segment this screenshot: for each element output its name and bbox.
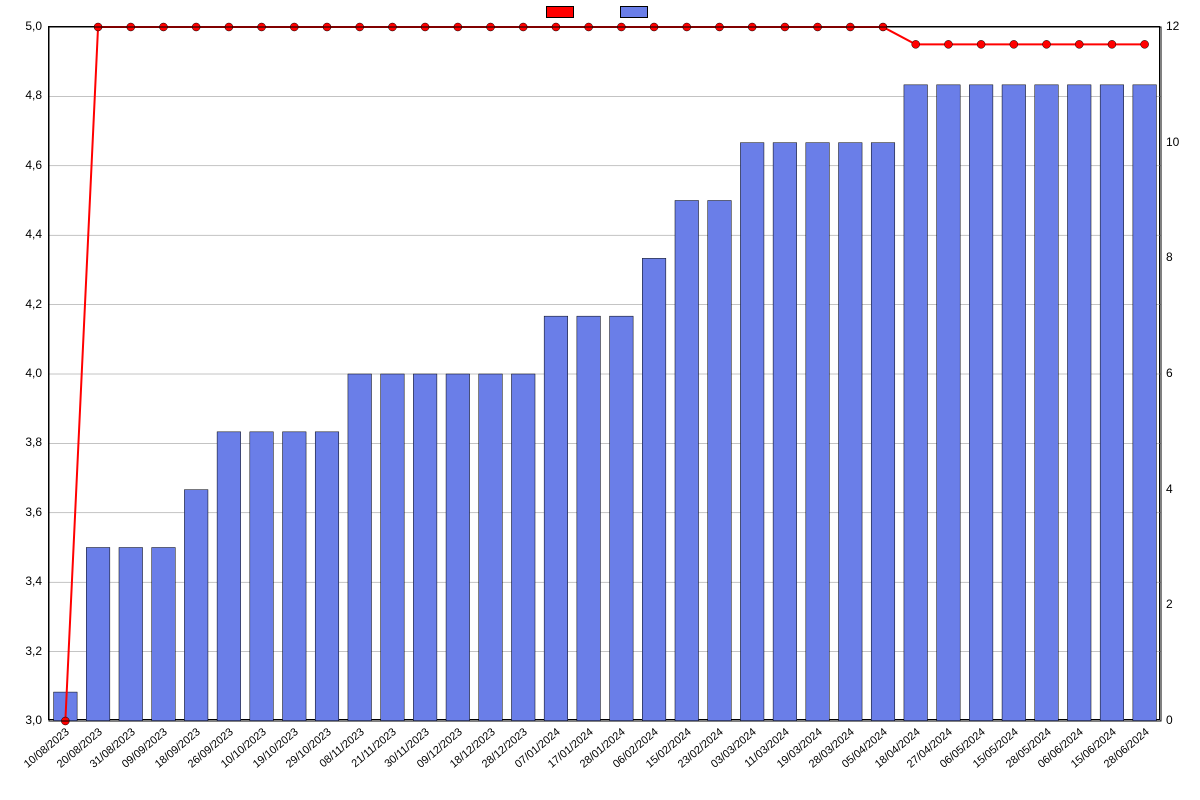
- bar: [119, 548, 143, 722]
- left-tick-label: 3,2: [25, 644, 42, 658]
- bar: [413, 374, 437, 721]
- bar: [544, 316, 568, 721]
- legend: [0, 6, 1200, 18]
- bar: [937, 85, 961, 721]
- bar: [446, 374, 470, 721]
- right-tick-label: 8: [1166, 250, 1173, 264]
- bar: [577, 316, 601, 721]
- left-tick-label: 3,4: [25, 574, 42, 588]
- left-tick-label: 4,2: [25, 297, 42, 311]
- bar: [806, 143, 830, 721]
- bar: [479, 374, 503, 721]
- right-tick-label: 4: [1166, 482, 1173, 496]
- line-marker: [1075, 40, 1083, 48]
- bar: [740, 143, 764, 721]
- bar: [839, 143, 863, 721]
- line-marker: [944, 40, 952, 48]
- bar: [642, 258, 666, 721]
- line-marker: [1108, 40, 1116, 48]
- line-marker: [1141, 40, 1149, 48]
- bar: [1002, 85, 1026, 721]
- line-marker: [977, 40, 985, 48]
- bar: [610, 316, 634, 721]
- left-tick-label: 4,6: [25, 158, 42, 172]
- bar: [871, 143, 895, 721]
- line-marker: [912, 40, 920, 48]
- bar: [675, 201, 699, 722]
- bar: [773, 143, 797, 721]
- plot-svg: [49, 27, 1161, 721]
- line-marker: [1010, 40, 1018, 48]
- left-tick-label: 3,0: [25, 713, 42, 727]
- left-tick-label: 3,8: [25, 435, 42, 449]
- plot-area: [48, 26, 1160, 720]
- bar: [283, 432, 307, 721]
- bar: [250, 432, 274, 721]
- bar: [315, 432, 339, 721]
- legend-swatch-bar: [620, 6, 648, 18]
- left-tick-label: 4,8: [25, 88, 42, 102]
- left-tick-label: 4,0: [25, 366, 42, 380]
- bar: [348, 374, 372, 721]
- bar: [511, 374, 535, 721]
- bar: [969, 85, 993, 721]
- bar: [152, 548, 176, 722]
- right-tick-label: 12: [1166, 19, 1179, 33]
- legend-item-line: [546, 6, 580, 18]
- left-tick-label: 5,0: [25, 19, 42, 33]
- right-tick-label: 6: [1166, 366, 1173, 380]
- bar: [1035, 85, 1059, 721]
- bar: [904, 85, 928, 721]
- bar: [381, 374, 405, 721]
- left-tick-label: 4,4: [25, 227, 42, 241]
- bar: [1067, 85, 1091, 721]
- line-marker: [1043, 40, 1051, 48]
- bar: [1133, 85, 1157, 721]
- bar: [184, 490, 208, 721]
- right-tick-label: 0: [1166, 713, 1173, 727]
- left-tick-label: 3,6: [25, 505, 42, 519]
- legend-item-bar: [620, 6, 654, 18]
- right-tick-label: 2: [1166, 597, 1173, 611]
- right-tick-label: 10: [1166, 135, 1179, 149]
- legend-swatch-line: [546, 6, 574, 18]
- bar: [708, 201, 732, 722]
- chart-container: 3,0 3,2 3,4 3,6 3,8 4,0 4,2 4,4 4,6 4,8 5,0 0 2 4 6 8 1…: [0, 0, 1200, 800]
- bar: [1100, 85, 1124, 721]
- bars: [54, 85, 1157, 721]
- bar: [86, 548, 110, 722]
- bar: [217, 432, 241, 721]
